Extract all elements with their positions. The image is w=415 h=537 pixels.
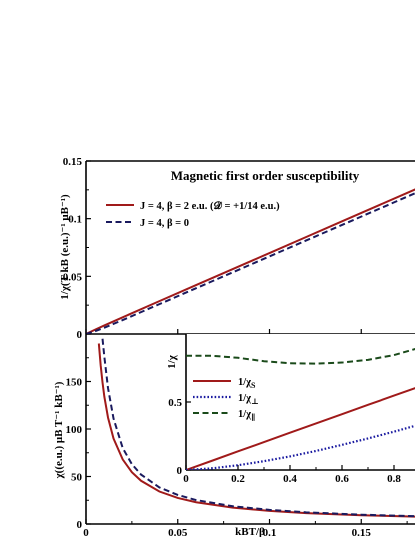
inset-background [186,334,415,470]
inset-legend-label: 1/χ⊥ [238,393,259,406]
inset-panel: 00.50 0.2 0.4 0.6 0.81/χ1/χS1/χ⊥1/χ∥ [166,334,415,485]
inset-x-tick-label: 0 [183,473,189,485]
inset-x-tick-label: 0.6 [335,473,349,485]
inset-x-tick-label: 0.4 [283,473,297,485]
inset-legend-label: 1/χS [238,377,256,390]
top-y-tick-label: 0.1 [68,214,82,226]
inset-x-tick-label: 0.2 [231,473,245,485]
top-panel: 0 0.05 0.1 0.15 Magnetic first order suscept… [59,156,415,341]
bottom-y-tick-label: 50 [71,472,83,484]
bottom-x-tick-label: 0.05 [168,527,188,537]
bottom-y-tick-label: 0 [77,519,83,531]
inset-legend-label-sub: ∥ [251,413,255,422]
inset-series-line [186,424,415,470]
inset-legend-label-main: 1/χ [238,393,251,404]
bottom-x-axis-label: kBT/β [235,526,265,537]
top-title: Magnetic first order susceptibility [171,168,360,183]
inset-y-tick-label: 0.5 [168,397,182,409]
bottom-x-tick-label: 0.15 [352,527,372,537]
inset-legend-label: 1/χ∥ [238,409,255,422]
bottom-y-axis-label: χ((e.u.) μB T⁻¹ kB⁻¹) [53,381,65,479]
top-y-axis-label: 1/χ(T kB (e.u.)⁻¹ μB⁻¹) [59,194,71,300]
bottom-x-tick-label: 0 [83,527,89,537]
inset-legend-label-main: 1/χ [238,409,251,420]
top-series-line [86,188,415,334]
bottom-series-line [101,338,415,518]
top-legend-label: J = 4, β = 0 [140,218,189,229]
top-y-tick-label: 0.05 [63,271,83,283]
inset-legend-label-main: 1/χ [238,377,251,388]
bottom-y-tick-label: 150 [66,377,83,389]
bottom-panel: 0 50 100 150 0 0.05 0.1 0.15 kBT/β χ((e.u.) μB T⁻… [53,334,415,537]
inset-legend-label-sub: ⊥ [251,397,259,406]
top-y-tick-label: 0 [77,329,83,341]
bottom-x-tick-label: 0.1 [263,527,277,537]
inset-x-tick-label: 0.8 [387,473,401,485]
inset-series-line [186,347,415,365]
inset-y-tick-label: 0 [177,465,183,477]
bottom-y-tick-label: 100 [66,424,83,436]
inset-y-axis-label: 1/χ [166,354,178,369]
top-legend-label: J = 4, β = 2 e.u. (𝒟 = +1/14 e.u.) [140,199,280,212]
top-series-line [86,192,415,334]
inset-series-line [186,387,415,470]
top-y-tick-label: 0.15 [63,156,83,168]
inset-legend-label-sub: S [251,381,256,390]
